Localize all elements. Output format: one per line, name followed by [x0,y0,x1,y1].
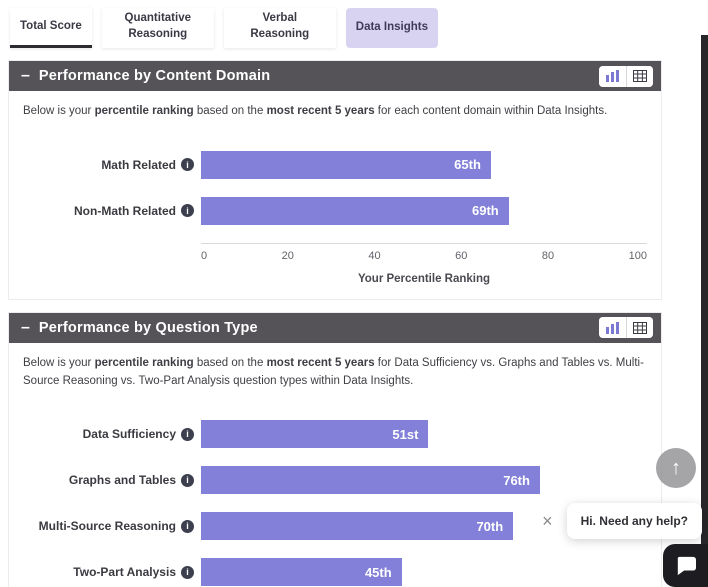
bar-value-label: 51st [392,426,419,442]
bar-track: 76th [201,466,647,495]
section-description: Below is your percentile ranking based o… [23,356,644,387]
chart-view-button[interactable] [599,65,626,87]
bar-value-label: 45th [364,564,392,580]
bar-track: 65th [201,150,647,179]
bar-track: 69th [201,196,647,225]
info-icon[interactable]: i [181,158,194,172]
bar-row: Two-Part Analysis i 45th [9,558,661,587]
bar-value-label: 76th [503,472,530,488]
collapse-icon: – [21,318,30,336]
bar-row: Math Related i 65th [9,150,661,179]
tab-data-insights[interactable]: Data Insights [345,8,438,48]
question-type-header[interactable]: – Performance by Question Type [9,312,661,343]
percentile-bar: 70th [201,512,514,541]
scroll-to-top-button[interactable]: ↑ [656,448,696,488]
bar-track: 51st [201,420,647,449]
section-title: Performance by Question Type [38,319,258,336]
bar-label: Two-Part Analysis i [9,565,201,579]
bar-chart-icon [605,70,619,82]
chat-launcher-button[interactable] [663,544,708,587]
view-toggle [599,65,653,87]
percentile-bar: 65th [201,150,491,179]
x-axis: 0 20 40 60 80 100 [201,242,647,262]
category-label: Data Sufficiency [82,427,176,442]
bar-label: Math Related i [9,158,201,172]
content-domain-panel: – Performance by Content Domain [8,60,662,300]
close-icon[interactable]: × [542,511,553,531]
table-icon [633,321,647,334]
content-domain-chart: Math Related i 65th Non-Math Related i 6… [9,129,661,299]
bar-label: Graphs and Tables i [9,473,201,487]
arrow-up-icon: ↑ [671,456,681,479]
x-tick: 20 [281,249,294,262]
bar-track: 45th [201,558,647,587]
table-view-button[interactable] [626,317,653,339]
content-domain-header[interactable]: – Performance by Content Domain [9,61,661,91]
section-description: Below is your percentile ranking based o… [23,105,608,117]
bar-label: Non-Math Related i [9,204,201,218]
percentile-bar: 51st [201,420,429,449]
question-type-panel: – Performance by Question Type [8,311,662,587]
x-tick: 40 [368,249,381,262]
category-label: Non-Math Related [74,203,176,218]
x-tick: 0 [201,249,208,262]
bar-label: Multi-Source Reasoning i [9,519,201,533]
chat-bubble-icon [677,556,696,575]
category-label: Multi-Source Reasoning [38,519,176,534]
table-view-button[interactable] [626,65,653,87]
info-icon[interactable]: i [181,204,194,218]
percentile-bar: 69th [201,196,509,225]
tab-total-score[interactable]: Total Score [10,8,92,48]
score-tab-bar: Total Score Quantitative Reasoning Verba… [0,0,708,48]
scrollbar-thumb[interactable] [701,35,708,587]
section-title: Performance by Content Domain [38,68,271,84]
collapse-icon: – [21,67,30,84]
chart-view-button[interactable] [599,317,626,339]
bar-row: Multi-Source Reasoning i 70th [9,512,661,541]
bar-row: Data Sufficiency i 51st [9,420,661,449]
percentile-bar: 45th [201,558,402,587]
x-tick: 60 [455,249,468,262]
info-icon[interactable]: i [181,473,194,487]
percentile-bar: 76th [201,466,540,495]
table-icon [633,70,647,82]
category-label: Two-Part Analysis [73,565,176,580]
bar-chart-icon [605,321,619,334]
info-icon[interactable]: i [181,427,194,441]
bar-value-label: 69th [472,203,499,219]
chat-message-bubble[interactable]: Hi. Need any help? [566,503,702,539]
bar-value-label: 65th [454,157,481,173]
bar-value-label: 70th [476,518,504,534]
info-icon[interactable]: i [181,565,194,579]
bar-row: Graphs and Tables i 76th [9,466,661,495]
bar-label: Data Sufficiency i [9,427,201,441]
category-label: Graphs and Tables [68,473,176,488]
view-toggle [599,317,653,339]
category-label: Math Related [101,157,176,172]
info-icon[interactable]: i [181,519,194,533]
question-type-chart: Data Sufficiency i 51st Graphs and Table… [9,398,661,587]
x-tick: 100 [628,249,647,262]
chat-prompt: × Hi. Need any help? [542,503,702,539]
x-tick: 80 [541,249,555,262]
x-axis-title: Your Percentile Ranking [357,272,491,285]
tab-verbal-reasoning[interactable]: Verbal Reasoning [223,8,336,48]
tab-quantitative-reasoning[interactable]: Quantitative Reasoning [101,8,214,48]
bar-row: Non-Math Related i 69th [9,196,661,225]
bar-track: 70th [201,512,647,541]
